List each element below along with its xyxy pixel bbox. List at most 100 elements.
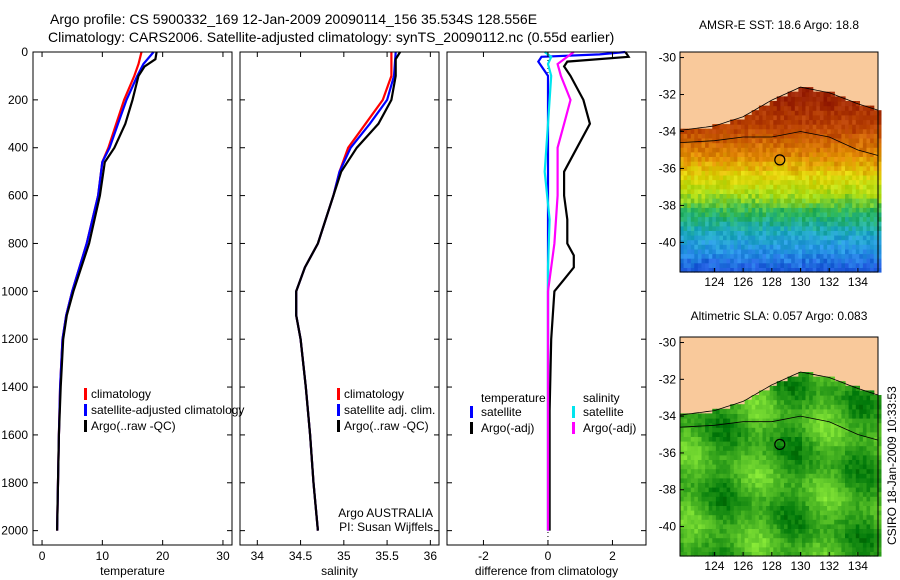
heatmap-cell <box>683 491 688 497</box>
heatmap-cell <box>787 450 792 456</box>
heatmap-cell <box>723 244 728 250</box>
series-line-difference-0 <box>536 50 626 531</box>
heatmap-cell <box>708 165 713 171</box>
heatmap-cell <box>859 179 864 185</box>
heatmap-cell <box>744 151 749 157</box>
heatmap-cell <box>866 119 871 125</box>
heatmap-cell <box>794 473 799 479</box>
heatmap-cell <box>697 165 703 171</box>
heatmap-cell <box>697 188 703 194</box>
heatmap-cell <box>834 170 839 176</box>
heatmap-cell <box>812 142 817 148</box>
heatmap-cell <box>827 404 832 410</box>
heatmap-cell <box>845 239 850 245</box>
heatmap-cell <box>784 450 789 456</box>
heatmap-cell <box>751 174 756 181</box>
heatmap-cell <box>798 211 803 218</box>
heatmap-cell <box>766 537 771 543</box>
heatmap-cell <box>776 188 781 194</box>
heatmap-cell <box>852 119 857 125</box>
heatmap-cell <box>802 267 807 273</box>
heatmap-cell <box>723 542 728 548</box>
heatmap-cell <box>866 533 871 539</box>
heatmap-cell <box>784 491 789 497</box>
heatmap-cell <box>741 505 746 511</box>
heatmap-cell <box>723 510 728 516</box>
heatmap-cell <box>841 528 846 534</box>
heatmap-cell <box>697 170 703 176</box>
heatmap-cell <box>802 179 807 185</box>
heatmap-cell <box>737 491 742 497</box>
heatmap-cell <box>697 151 703 157</box>
heatmap-cell <box>741 519 746 525</box>
heatmap-cell <box>834 454 839 460</box>
heatmap-cell <box>708 464 713 470</box>
heatmap-cell <box>823 235 828 241</box>
heatmap-cell <box>812 225 817 231</box>
y-tick-label: -40 <box>659 520 677 534</box>
heatmap-cell <box>784 225 789 231</box>
heatmap-cell <box>769 221 774 227</box>
heatmap-cell <box>841 258 846 264</box>
heatmap-cell <box>787 96 792 102</box>
heatmap-cell <box>834 464 839 470</box>
heatmap-cell <box>762 459 767 465</box>
heatmap-cell <box>715 156 721 162</box>
heatmap-cell <box>866 427 871 433</box>
heatmap-cell <box>730 211 735 218</box>
heatmap-cell <box>798 408 803 414</box>
heatmap-cell <box>805 510 810 516</box>
heatmap-cell <box>866 404 871 410</box>
heatmap-cell <box>845 161 850 167</box>
heatmap-cell <box>690 133 695 139</box>
heatmap-cell <box>751 404 756 410</box>
heatmap-cell <box>780 537 785 543</box>
heatmap-cell <box>690 450 695 456</box>
heatmap-cell <box>809 221 814 227</box>
heatmap-cell <box>834 450 839 456</box>
heatmap-cell <box>737 514 742 520</box>
heatmap-cell <box>708 174 713 181</box>
heatmap-cell <box>834 258 839 264</box>
heatmap-cell <box>715 202 721 208</box>
heatmap-cell <box>680 174 685 181</box>
heatmap-cell <box>862 514 868 520</box>
heatmap-cell <box>812 91 817 97</box>
heatmap-cell <box>794 542 799 548</box>
heatmap-cell <box>802 537 807 543</box>
heatmap-cell <box>852 546 857 552</box>
heatmap-cell <box>812 459 817 465</box>
heatmap-cell <box>723 459 728 465</box>
heatmap-cell <box>705 230 710 236</box>
heatmap-cell <box>841 165 846 171</box>
heatmap-cell <box>870 491 875 497</box>
heatmap-cell <box>809 376 814 382</box>
heatmap-cell <box>697 542 703 548</box>
heatmap-cell <box>758 193 764 199</box>
heatmap-cell <box>726 413 731 419</box>
heatmap-cell <box>841 248 846 255</box>
heatmap-cell <box>741 235 746 241</box>
heatmap-cell <box>827 385 832 391</box>
heatmap-cell <box>877 395 882 401</box>
heatmap-cell <box>758 198 764 204</box>
heatmap-cell <box>733 207 738 213</box>
heatmap-cell <box>837 239 842 245</box>
heatmap-cell <box>769 487 774 493</box>
heatmap-cell <box>773 505 778 511</box>
heatmap-cell <box>866 188 871 194</box>
heatmap-cell <box>834 418 839 424</box>
heatmap-cell <box>687 519 692 525</box>
heatmap-cell <box>719 179 724 185</box>
heatmap-cell <box>819 188 825 194</box>
heatmap-cell <box>708 170 713 176</box>
heatmap-cell <box>744 147 749 153</box>
heatmap-cell <box>726 151 731 157</box>
heatmap-cell <box>873 546 878 552</box>
legend-label: Argo(-adj) <box>481 421 534 435</box>
heatmap-cell <box>845 124 850 130</box>
heatmap-cell <box>730 431 735 437</box>
heatmap-cell <box>708 491 713 497</box>
series-line-salinity-2 <box>295 51 402 531</box>
heatmap-cell <box>755 248 760 255</box>
